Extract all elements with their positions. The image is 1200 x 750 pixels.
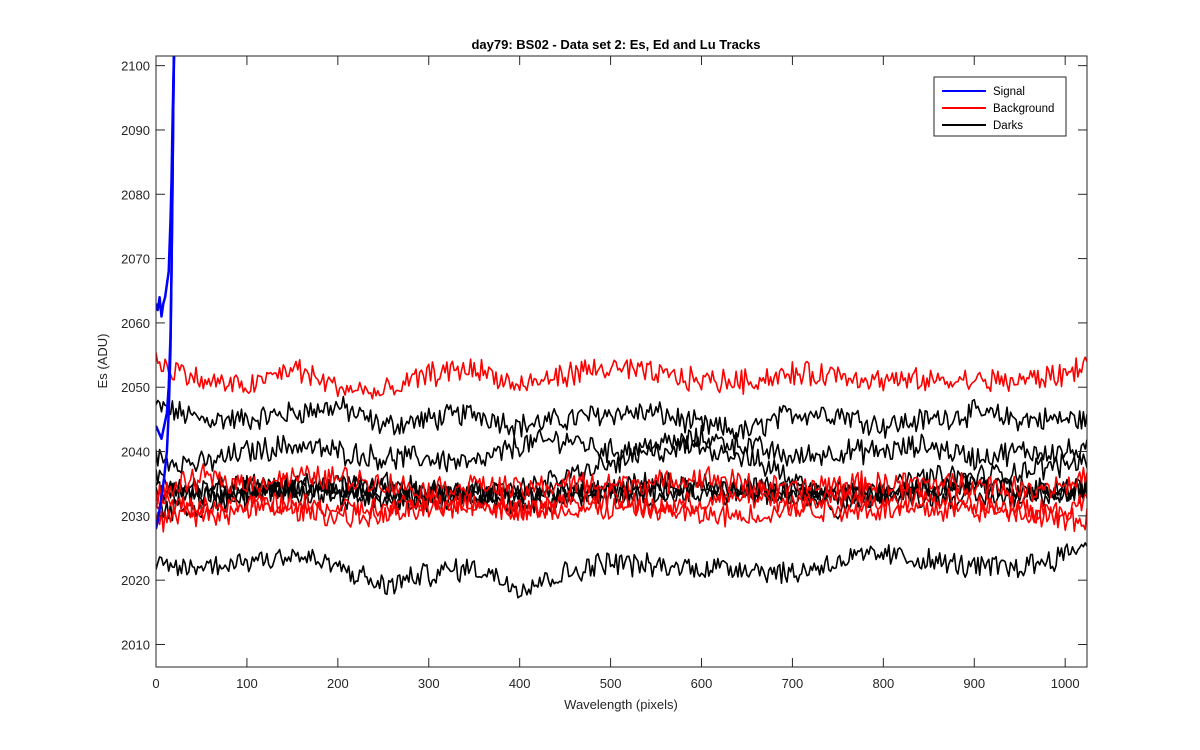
series-line-darks-7 [156,395,1087,440]
series-line-background-3 [156,352,1087,400]
axes-box [155,55,1088,668]
x-tick-label-400: 400 [509,676,531,691]
series-line-background-5 [156,492,1087,533]
x-tick-label-600: 600 [691,676,713,691]
y-axis-label: Es (ADU) [95,334,110,389]
series-line-background-4 [156,462,1087,507]
x-tick-label-100: 100 [236,676,258,691]
y-axis-ticks: 2010 2020 2030 2040 2050 2060 2070 2080 2090 2100 [121,59,1087,652]
x-tick-label-700: 700 [782,676,804,691]
y-tick-label-2010: 2010 [121,637,150,652]
legend: Signal Background Darks [933,76,1067,137]
x-axis-ticks: 0 100 200 300 400 500 600 700 800 900 1000 [152,56,1080,691]
y-tick-label-2080: 2080 [121,187,150,202]
chart-title: day79: BS02 - Data set 2: Es, Ed and Lu … [471,37,760,52]
legend-box [933,76,1067,137]
y-tick-label-2040: 2040 [121,445,150,460]
x-axis-label: Wavelength (pixels) [564,697,678,712]
y-tick-label-2030: 2030 [121,509,150,524]
legend-label-signal: Signal [993,86,1025,98]
y-tick-label-2100: 2100 [121,59,150,74]
legend-label-background: Background [993,103,1054,115]
series-line-background-6 [156,483,1087,533]
x-tick-label-900: 900 [963,676,985,691]
y-tick-label-2020: 2020 [121,573,150,588]
legend-label-darks: Darks [993,120,1023,132]
x-tick-label-1000: 1000 [1051,676,1080,691]
series-layer [156,56,1087,599]
y-tick-label-2060: 2060 [121,316,150,331]
x-tick-label-200: 200 [327,676,349,691]
x-tick-label-0: 0 [152,676,159,691]
series-line-darks-13 [156,542,1087,599]
y-tick-label-2050: 2050 [121,380,150,395]
x-tick-label-300: 300 [418,676,440,691]
x-tick-label-800: 800 [872,676,894,691]
y-tick-label-2090: 2090 [121,123,150,138]
y-tick-label-2070: 2070 [121,252,150,267]
x-tick-label-500: 500 [600,676,622,691]
series-line-signal-2 [156,56,176,529]
